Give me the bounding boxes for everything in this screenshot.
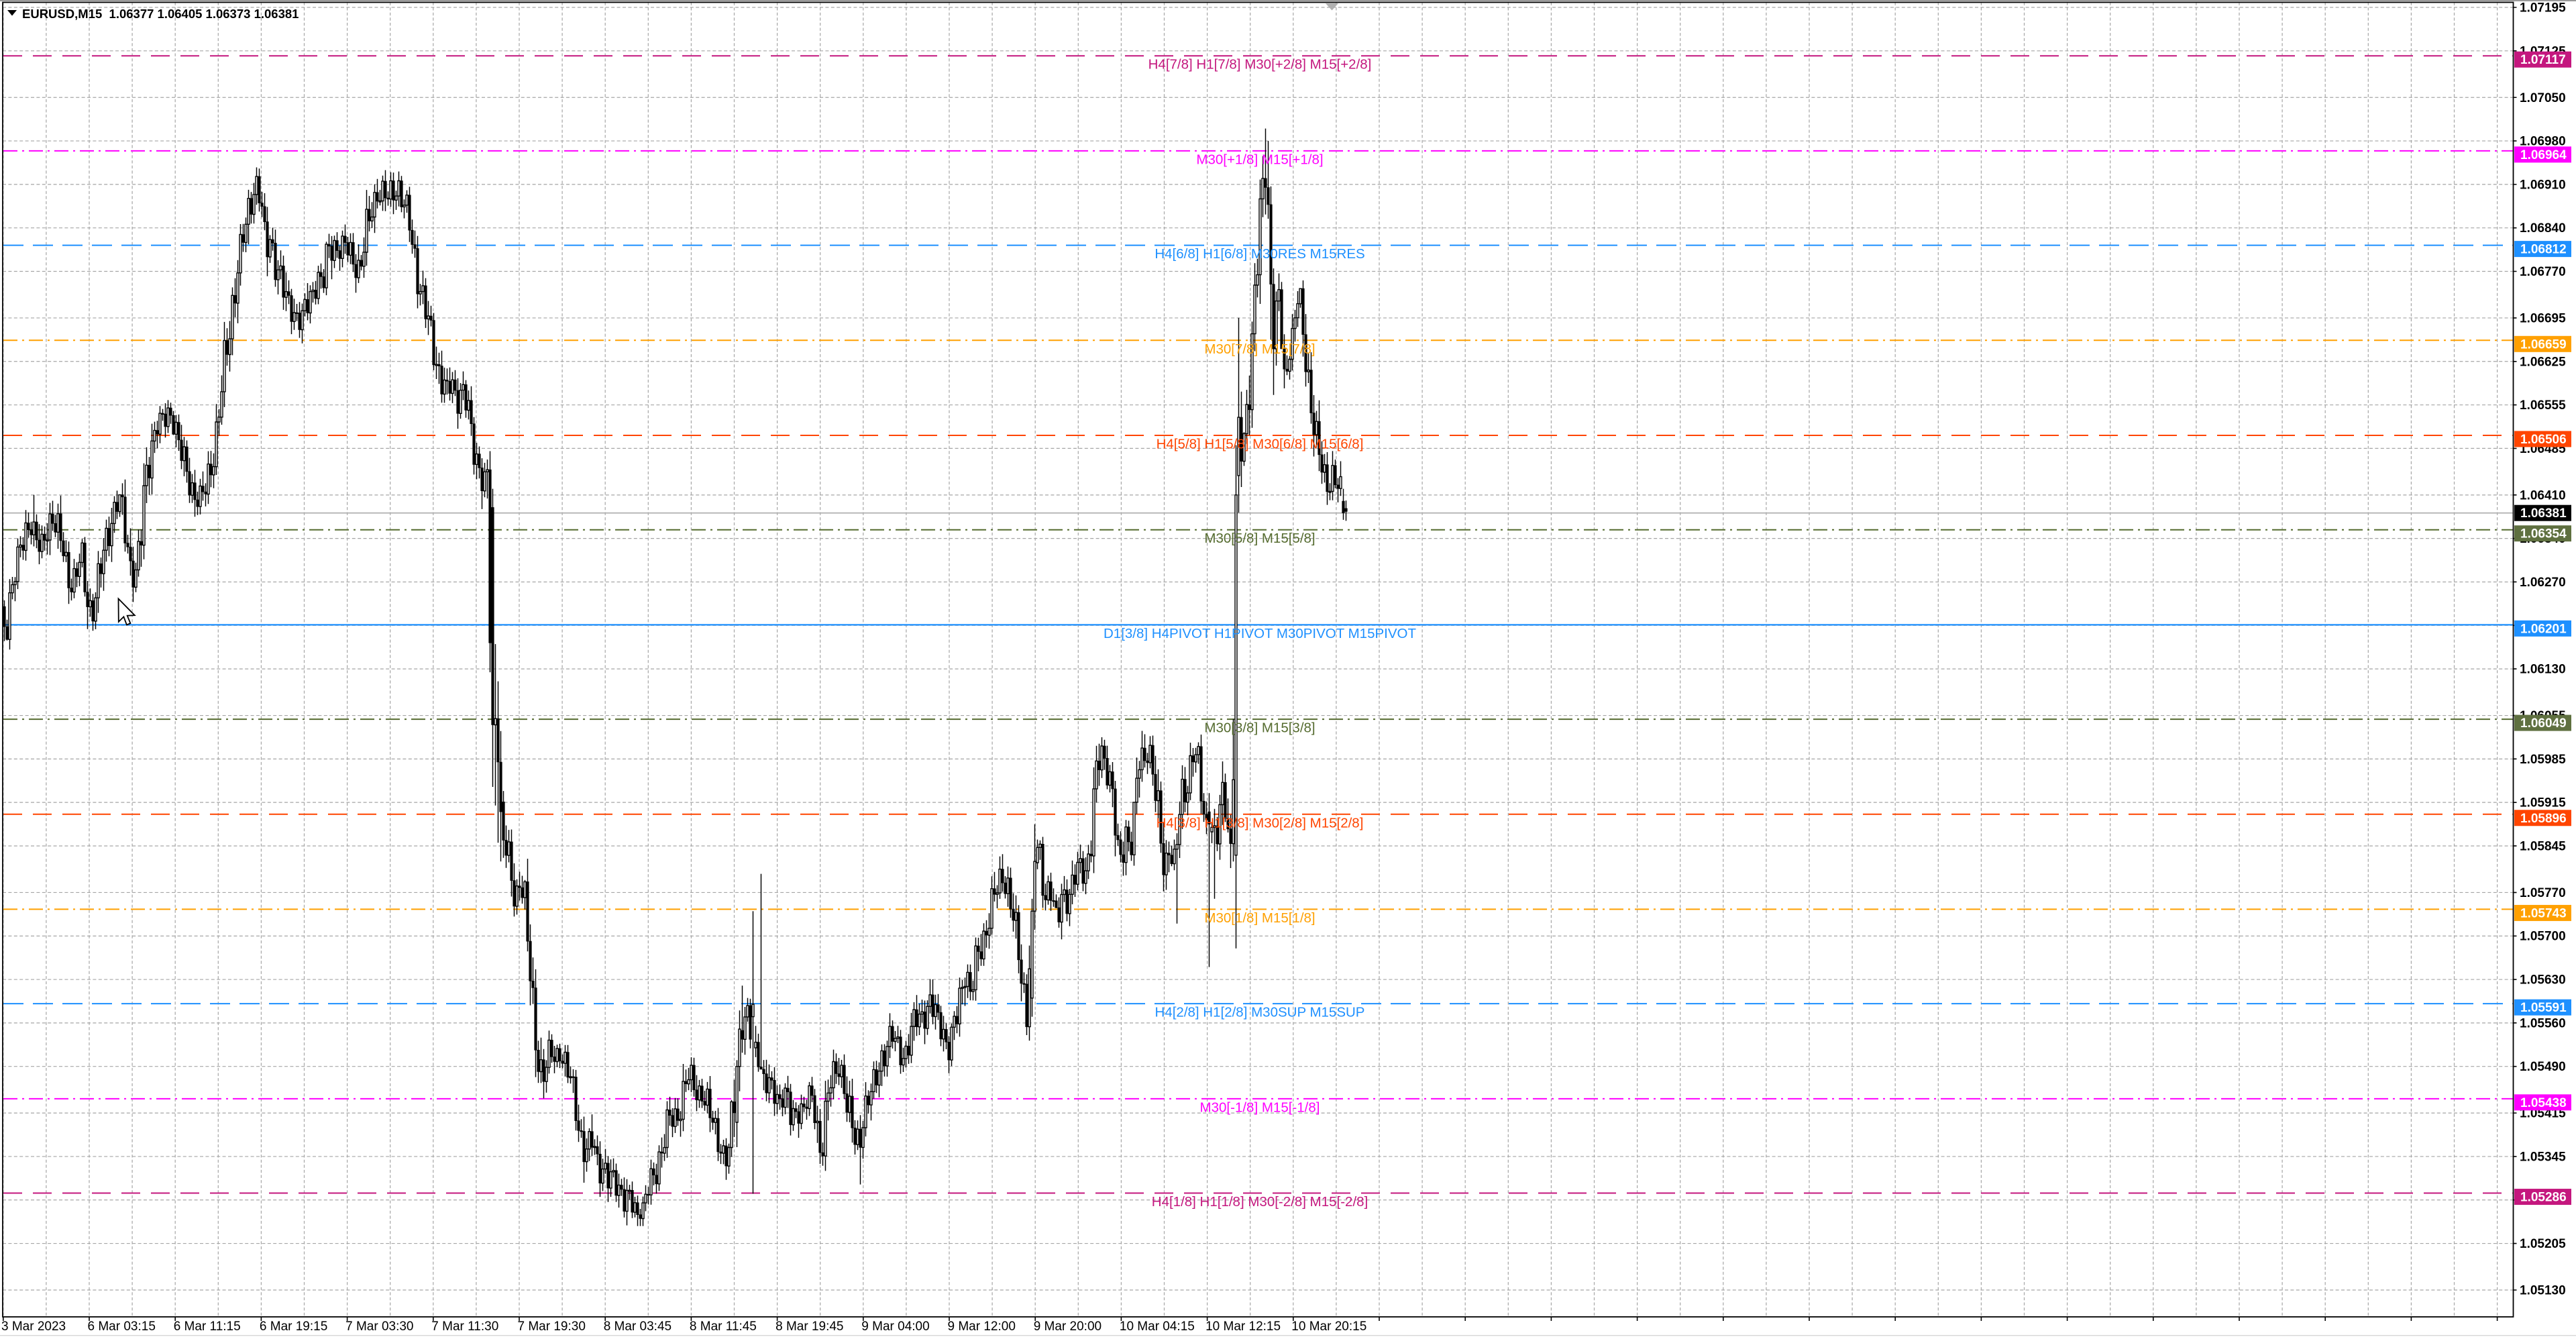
svg-text:M30[3/8] M15[3/8]: M30[3/8] M15[3/8] — [1204, 720, 1315, 736]
svg-text:10 Mar 12:15: 10 Mar 12:15 — [1205, 1320, 1281, 1334]
svg-text:1.05345: 1.05345 — [2520, 1150, 2566, 1164]
svg-text:H4[2/8] H1[2/8] M30SUP M15SUP: H4[2/8] H1[2/8] M30SUP M15SUP — [1155, 1005, 1365, 1020]
svg-text:1.06270: 1.06270 — [2520, 576, 2566, 590]
svg-text:1.06659: 1.06659 — [2520, 337, 2567, 352]
svg-text:1.06201: 1.06201 — [2520, 622, 2567, 636]
svg-text:1.06840: 1.06840 — [2520, 221, 2566, 235]
svg-text:1.05915: 1.05915 — [2520, 796, 2566, 810]
svg-text:1.05591: 1.05591 — [2520, 1001, 2567, 1015]
svg-text:3 Mar 2023: 3 Mar 2023 — [1, 1320, 66, 1334]
svg-text:1.05130: 1.05130 — [2520, 1284, 2566, 1298]
svg-text:1.06625: 1.06625 — [2520, 355, 2566, 369]
svg-text:1.07050: 1.07050 — [2520, 91, 2566, 105]
svg-text:H4[1/8] H1[1/8] M30[-2/8] M15[: H4[1/8] H1[1/8] M30[-2/8] M15[-2/8] — [1152, 1194, 1368, 1210]
svg-text:1.05700: 1.05700 — [2520, 930, 2566, 944]
svg-text:M30[5/8] M15[5/8]: M30[5/8] M15[5/8] — [1204, 531, 1315, 546]
svg-text:1.05630: 1.05630 — [2520, 973, 2566, 987]
svg-text:1.06410: 1.06410 — [2520, 488, 2566, 502]
svg-text:H4[7/8] H1[7/8] M30[+2/8] M15[: H4[7/8] H1[7/8] M30[+2/8] M15[+2/8] — [1148, 57, 1372, 72]
svg-text:10 Mar 04:15: 10 Mar 04:15 — [1120, 1320, 1195, 1334]
svg-text:1.05286: 1.05286 — [2520, 1191, 2567, 1205]
svg-text:8 Mar 11:45: 8 Mar 11:45 — [690, 1320, 757, 1334]
svg-text:8 Mar 03:45: 8 Mar 03:45 — [604, 1320, 672, 1334]
svg-text:1.06506: 1.06506 — [2520, 433, 2567, 447]
svg-text:1.06910: 1.06910 — [2520, 178, 2566, 192]
svg-text:EURUSD,M15 1.06377 1.06405 1.: EURUSD,M15 1.06377 1.06405 1.06373 1.063… — [22, 7, 299, 21]
svg-text:1.05560: 1.05560 — [2520, 1016, 2566, 1030]
svg-text:1.06770: 1.06770 — [2520, 265, 2566, 279]
svg-text:H4[6/8] H1[6/8] M30RES M15RES: H4[6/8] H1[6/8] M30RES M15RES — [1155, 246, 1364, 262]
svg-text:7 Mar 03:30: 7 Mar 03:30 — [345, 1320, 413, 1334]
svg-text:9 Mar 12:00: 9 Mar 12:00 — [948, 1320, 1016, 1334]
svg-text:M30[7/8] M15[7/8]: M30[7/8] M15[7/8] — [1204, 341, 1315, 357]
svg-text:1.06980: 1.06980 — [2520, 135, 2566, 149]
svg-text:1.05896: 1.05896 — [2520, 812, 2567, 826]
svg-text:9 Mar 04:00: 9 Mar 04:00 — [861, 1320, 929, 1334]
svg-text:1.06354: 1.06354 — [2520, 527, 2567, 541]
svg-text:1.06381: 1.06381 — [2520, 506, 2567, 521]
svg-text:M30[1/8] M15[1/8]: M30[1/8] M15[1/8] — [1204, 910, 1315, 926]
svg-text:M30[+1/8] M15[+1/8]: M30[+1/8] M15[+1/8] — [1196, 152, 1323, 167]
svg-text:1.06695: 1.06695 — [2520, 311, 2566, 325]
svg-text:1.07117: 1.07117 — [2520, 53, 2566, 67]
svg-text:1.05490: 1.05490 — [2520, 1060, 2566, 1074]
svg-text:1.06049: 1.06049 — [2520, 716, 2567, 731]
svg-text:6 Mar 03:15: 6 Mar 03:15 — [88, 1320, 156, 1334]
svg-text:1.05438: 1.05438 — [2520, 1096, 2567, 1110]
svg-text:9 Mar 20:00: 9 Mar 20:00 — [1034, 1320, 1102, 1334]
svg-text:1.05845: 1.05845 — [2520, 839, 2566, 853]
svg-text:1.05205: 1.05205 — [2520, 1237, 2566, 1251]
svg-text:10 Mar 20:15: 10 Mar 20:15 — [1291, 1320, 1366, 1334]
svg-text:1.06555: 1.06555 — [2520, 398, 2566, 413]
svg-text:1.06964: 1.06964 — [2520, 148, 2567, 162]
svg-text:1.05743: 1.05743 — [2520, 906, 2567, 920]
svg-text:6 Mar 19:15: 6 Mar 19:15 — [260, 1320, 327, 1334]
svg-text:7 Mar 11:30: 7 Mar 11:30 — [431, 1320, 498, 1334]
svg-text:1.05770: 1.05770 — [2520, 886, 2566, 900]
svg-text:6 Mar 11:15: 6 Mar 11:15 — [174, 1320, 241, 1334]
svg-text:1.06812: 1.06812 — [2520, 243, 2567, 257]
svg-text:H4[5/8] H1[5/8] M30[6/8] M15[6: H4[5/8] H1[5/8] M30[6/8] M15[6/8] — [1157, 437, 1364, 452]
svg-text:7 Mar 19:30: 7 Mar 19:30 — [518, 1320, 586, 1334]
svg-text:8 Mar 19:45: 8 Mar 19:45 — [775, 1320, 843, 1334]
svg-text:D1[3/8] H4PIVOT H1PIVOT M30PIV: D1[3/8] H4PIVOT H1PIVOT M30PIVOT M15PIVO… — [1104, 626, 1416, 641]
svg-text:1.06130: 1.06130 — [2520, 663, 2566, 677]
svg-text:H4[3/8] H1[3/8] M30[2/8] M15[2: H4[3/8] H1[3/8] M30[2/8] M15[2/8] — [1157, 815, 1364, 831]
svg-text:1.07195: 1.07195 — [2520, 1, 2566, 15]
svg-text:M30[-1/8] M15[-1/8]: M30[-1/8] M15[-1/8] — [1200, 1100, 1320, 1115]
svg-text:1.05985: 1.05985 — [2520, 753, 2566, 767]
